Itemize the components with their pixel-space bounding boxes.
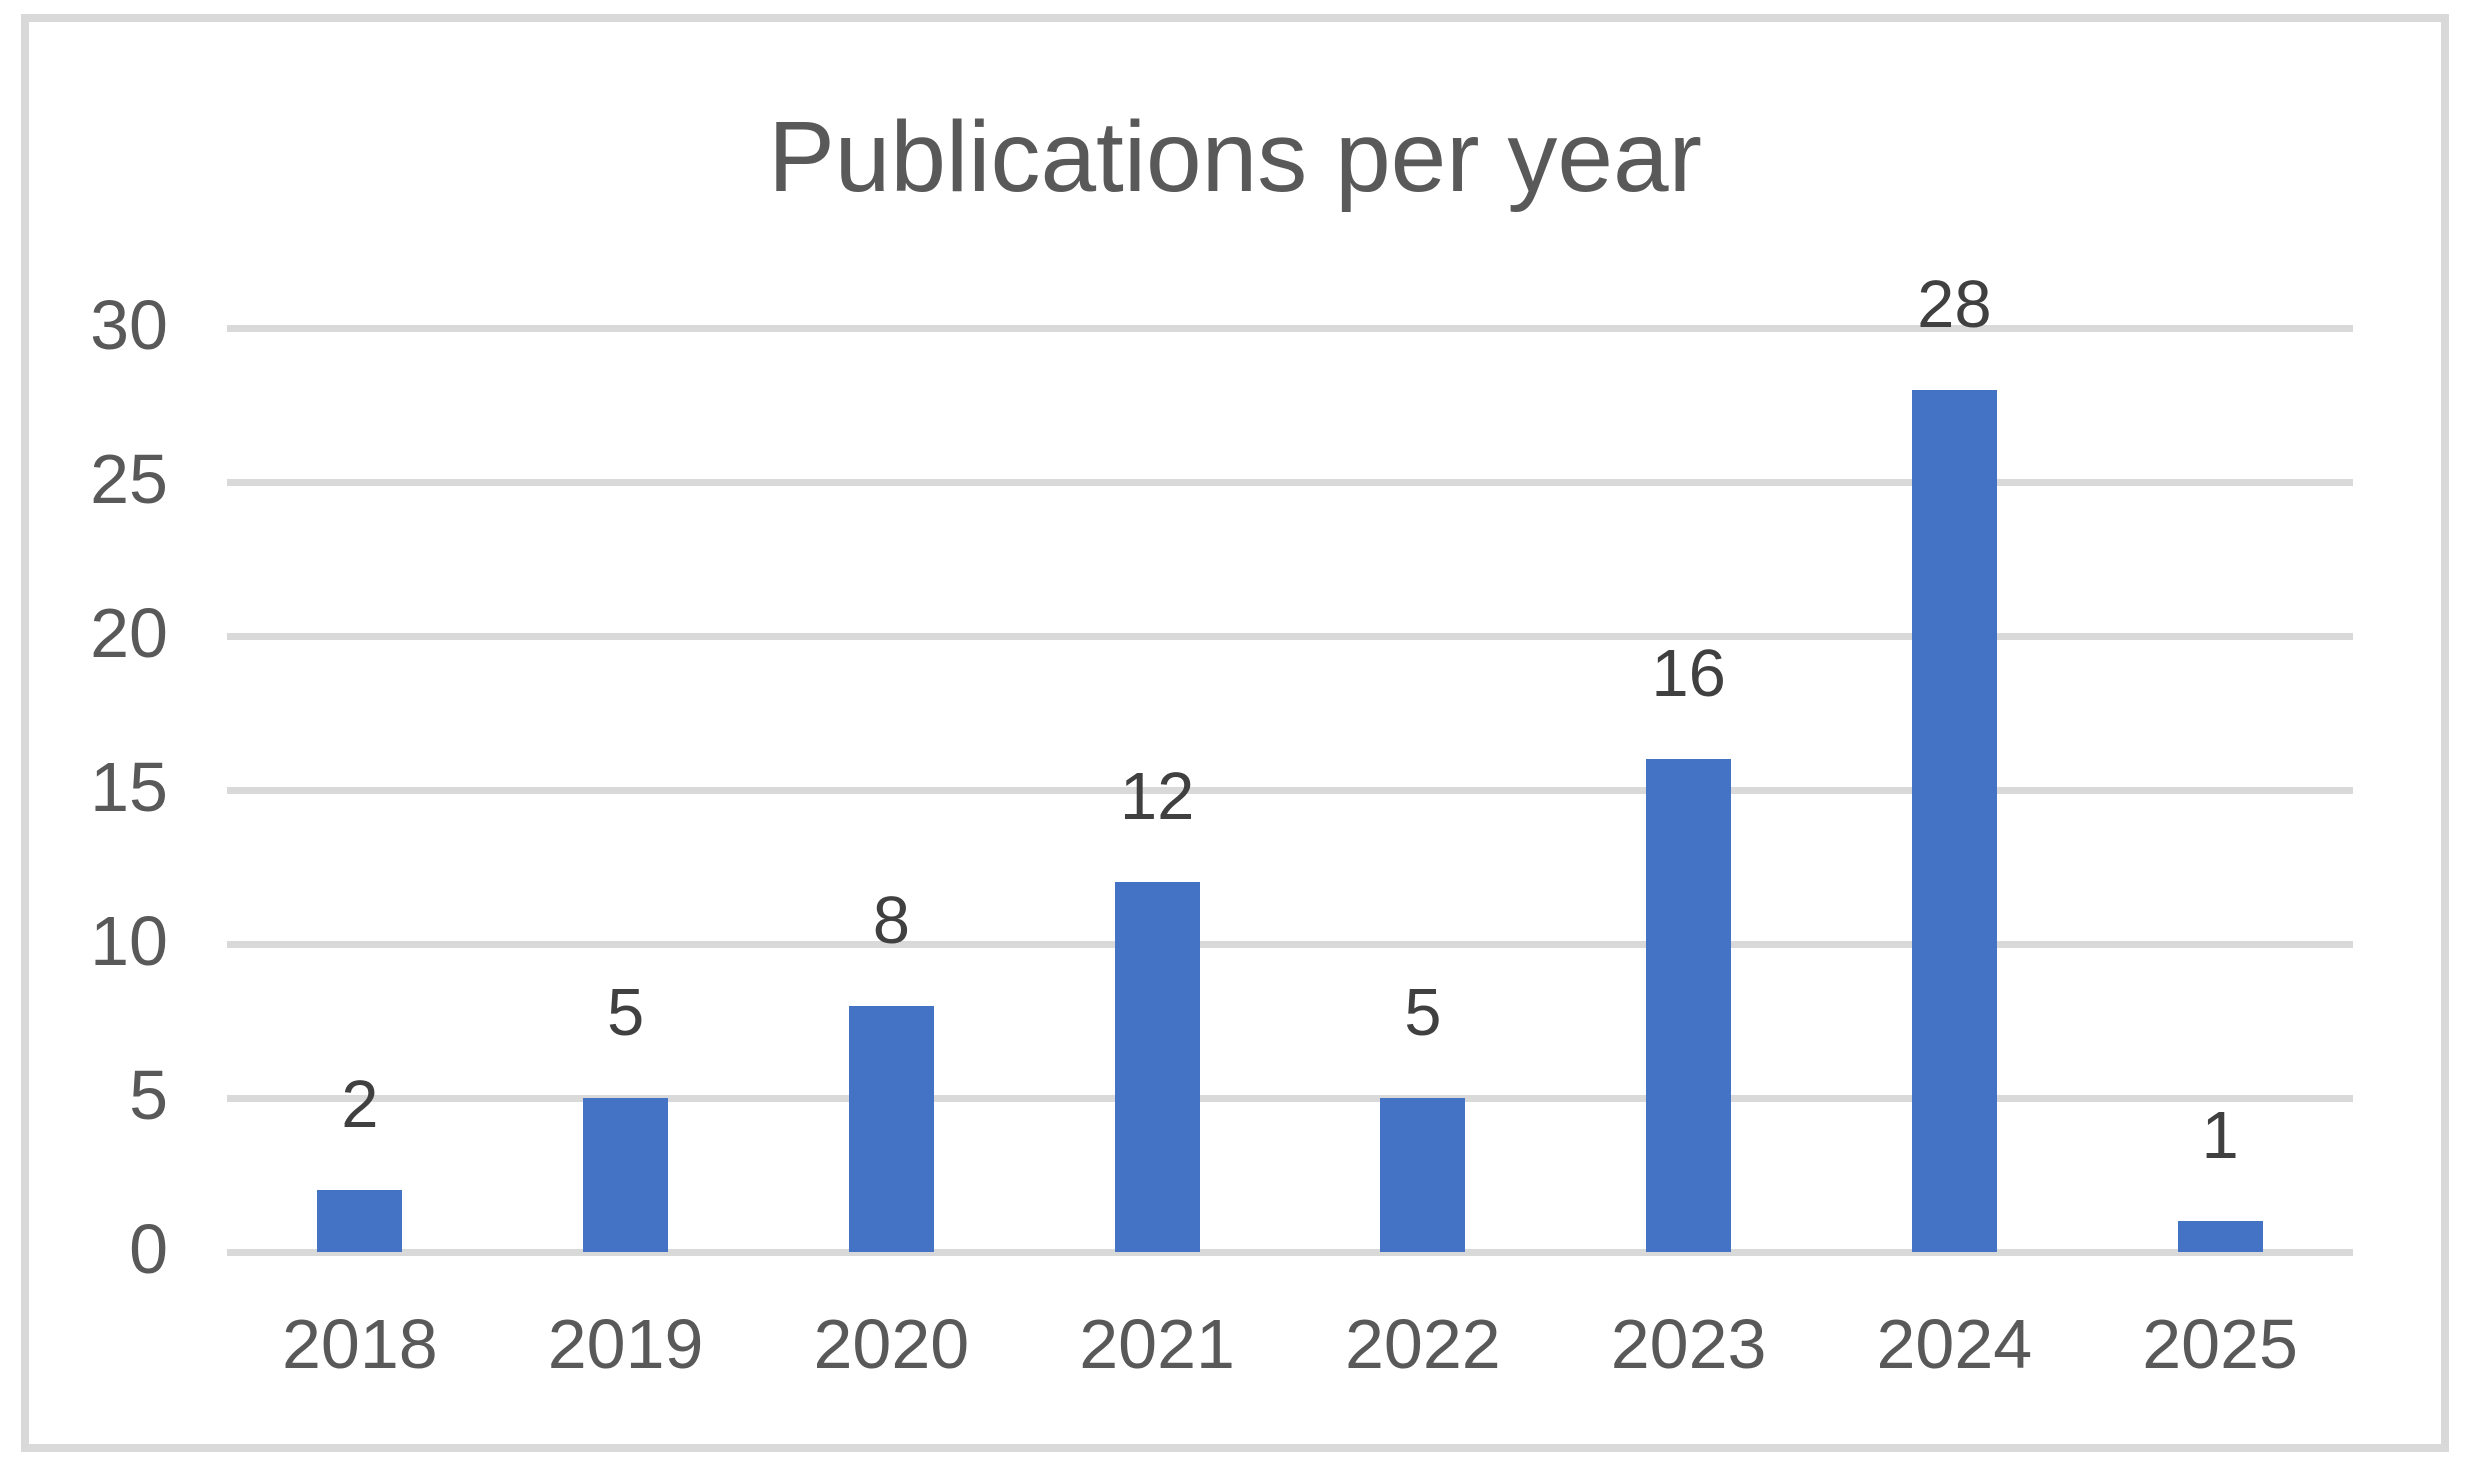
x-tick-label: 2020	[813, 1305, 970, 1383]
y-tick-label: 0	[129, 1210, 168, 1288]
y-tick-label: 25	[90, 440, 168, 518]
chart-title: Publications per year	[768, 101, 1702, 213]
bar-value-label: 16	[1651, 636, 1726, 712]
gridline	[227, 633, 2353, 640]
x-tick-label: 2023	[1610, 1305, 1767, 1383]
x-tick-label: 2022	[1345, 1305, 1501, 1383]
y-tick-label: 20	[90, 594, 168, 672]
x-tick-label: 2024	[1876, 1305, 2033, 1383]
bar-2025	[2177, 1221, 2263, 1252]
x-tick-label: 2021	[1079, 1305, 1235, 1383]
y-tick-label: 30	[90, 286, 168, 364]
bar-2024	[1911, 389, 1997, 1252]
bar-value-label: 2	[341, 1067, 379, 1143]
bar-2023	[1646, 759, 1732, 1252]
gridline	[227, 325, 2353, 332]
bar-2022	[1380, 1098, 1466, 1252]
bar-value-label: 8	[872, 882, 910, 958]
gridline	[227, 941, 2353, 948]
y-tick-label: 15	[90, 748, 168, 826]
chart-border-frame	[21, 14, 2449, 1452]
x-tick-label: 2025	[2142, 1305, 2298, 1383]
bar-value-label: 5	[1404, 975, 1442, 1050]
y-tick-label: 10	[90, 902, 168, 980]
bar-2020	[848, 1005, 934, 1252]
bar-value-label: 12	[1119, 759, 1195, 835]
plot-area	[227, 325, 2353, 1256]
bar-value-label: 28	[1917, 266, 1992, 342]
bar-2021	[1114, 882, 1200, 1252]
y-tick-label: 5	[129, 1056, 168, 1134]
x-tick-label: 2018	[282, 1305, 438, 1383]
gridline	[227, 787, 2353, 794]
gridline	[227, 479, 2353, 486]
bar-2019	[583, 1098, 669, 1252]
x-tick-label: 2019	[547, 1305, 704, 1383]
bar-2018	[317, 1190, 403, 1252]
bar-value-label: 5	[606, 975, 645, 1050]
gridline	[227, 1095, 2353, 1102]
x-axis-baseline	[227, 1249, 2353, 1256]
bar-value-label: 1	[2201, 1098, 2239, 1174]
